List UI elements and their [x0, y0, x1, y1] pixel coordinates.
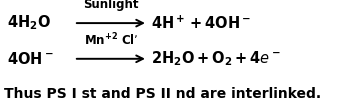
Text: $\mathbf{4OH^-}$: $\mathbf{4OH^-}$ — [7, 51, 54, 67]
Text: Sunlight: Sunlight — [83, 0, 139, 11]
Text: Thus PS I st and PS II nd are interlinked.: Thus PS I st and PS II nd are interlinke… — [4, 87, 321, 101]
Text: $\mathbf{Mn^{+2}}$ Cl’: $\mathbf{Mn^{+2}}$ Cl’ — [83, 32, 138, 48]
Text: $\mathbf{2H_2O + O_2 + 4\mathit{e}^-}$: $\mathbf{2H_2O + O_2 + 4\mathit{e}^-}$ — [151, 49, 281, 68]
Text: $\mathbf{4H^+ + 4OH^-}$: $\mathbf{4H^+ + 4OH^-}$ — [151, 14, 251, 32]
Text: $\mathbf{4H_2O}$: $\mathbf{4H_2O}$ — [7, 14, 51, 32]
